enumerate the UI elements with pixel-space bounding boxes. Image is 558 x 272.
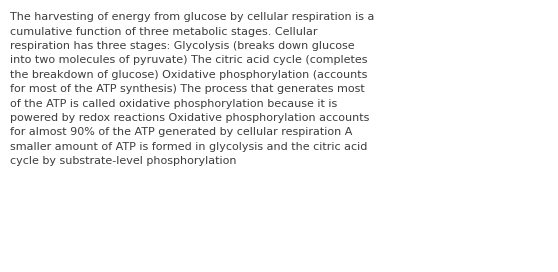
Text: The harvesting of energy from glucose by cellular respiration is a
cumulative fu: The harvesting of energy from glucose by… [10,12,374,166]
